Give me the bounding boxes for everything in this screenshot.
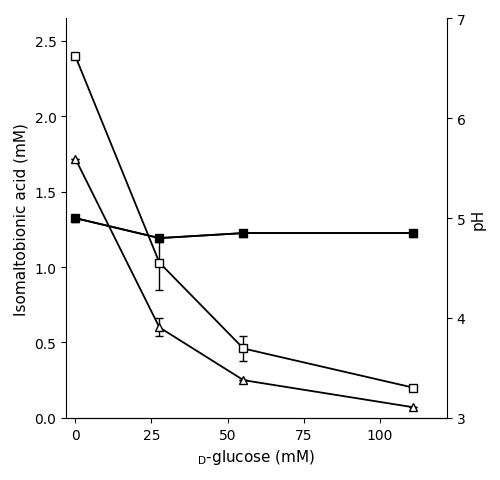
- Y-axis label: pH: pH: [471, 208, 486, 229]
- X-axis label: $\mathsf{_D}$-glucose (mM): $\mathsf{_D}$-glucose (mM): [198, 447, 316, 466]
- Y-axis label: Isomaltobionic acid (mM): Isomaltobionic acid (mM): [14, 122, 29, 315]
